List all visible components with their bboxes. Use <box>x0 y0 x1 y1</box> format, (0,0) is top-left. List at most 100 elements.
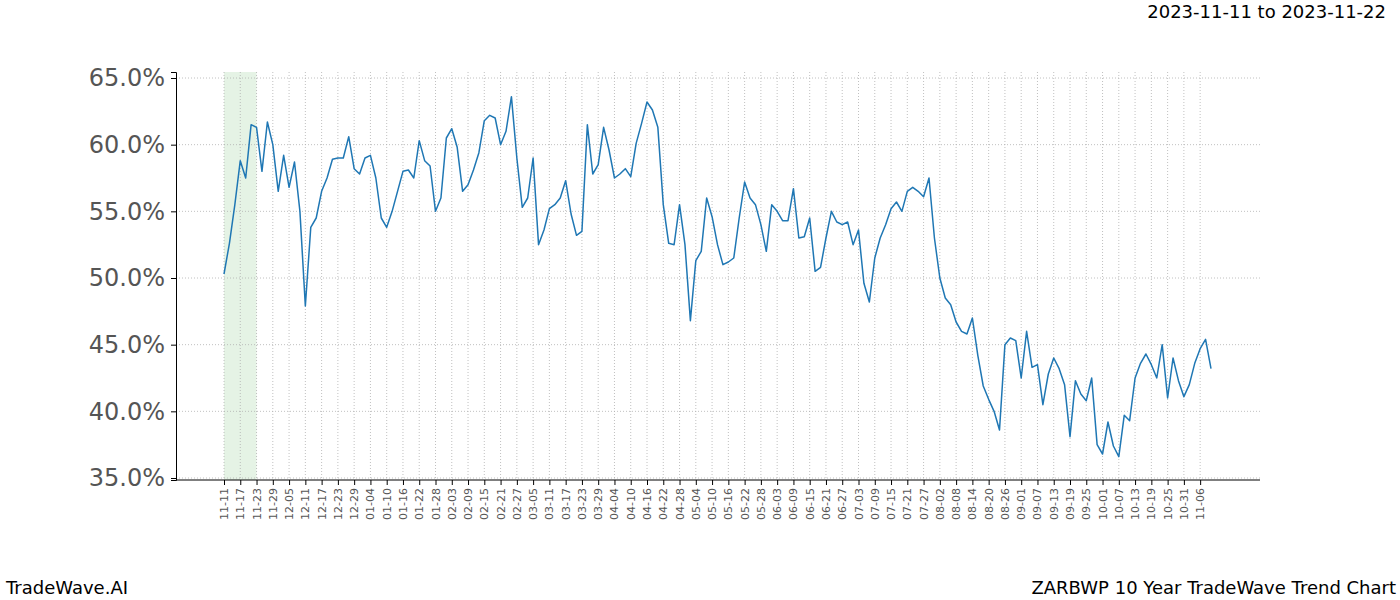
x-tick-mark <box>810 480 811 485</box>
y-tick-label: 55.0% <box>89 198 165 226</box>
x-tick: 06-27 <box>836 480 849 520</box>
grid-line-x <box>533 72 534 480</box>
x-tick: 02-09 <box>462 480 475 520</box>
grid-line-x <box>614 72 615 480</box>
x-tick-mark <box>891 480 892 485</box>
grid-line-x <box>695 72 696 480</box>
grid-line-x <box>1021 72 1022 480</box>
x-tick-mark <box>1037 480 1038 485</box>
grid-line-y <box>176 144 1260 145</box>
x-tick: 11-29 <box>267 480 280 520</box>
grid-line-x <box>647 72 648 480</box>
x-tick-mark <box>338 480 339 485</box>
x-tick-label: 12-29 <box>348 488 361 520</box>
x-tick-mark <box>501 480 502 485</box>
grid-line-x <box>712 72 713 480</box>
x-tick-mark <box>436 480 437 485</box>
x-tick-label: 11-29 <box>267 488 280 520</box>
x-tick: 03-29 <box>592 480 605 520</box>
x-tick-mark <box>549 480 550 485</box>
grid-line-x <box>777 72 778 480</box>
x-tick-mark <box>403 480 404 485</box>
x-tick-label: 04-04 <box>608 488 621 520</box>
grid-line-x <box>1037 72 1038 480</box>
x-tick: 07-03 <box>853 480 866 520</box>
grid-line-x <box>224 72 225 480</box>
x-tick-mark <box>777 480 778 485</box>
x-tick-label: 08-20 <box>983 488 996 520</box>
y-tick-label: 65.0% <box>89 64 165 92</box>
x-tick-label: 06-09 <box>787 488 800 520</box>
x-tick-label: 05-28 <box>755 488 768 520</box>
x-tick-label: 05-04 <box>690 488 703 520</box>
x-tick: 04-10 <box>625 480 638 520</box>
grid-line-x <box>272 72 273 480</box>
x-tick-label: 02-15 <box>478 488 491 520</box>
x-tick: 12-05 <box>283 480 296 520</box>
grid-line-x <box>874 72 875 480</box>
grid-line-x <box>988 72 989 480</box>
x-tick: 11-23 <box>251 480 264 520</box>
x-tick: 10-13 <box>1129 480 1142 520</box>
x-tick-mark <box>761 480 762 485</box>
x-tick-label: 12-05 <box>283 488 296 520</box>
x-tick-mark <box>566 480 567 485</box>
x-tick: 06-21 <box>820 480 833 520</box>
x-tick-mark <box>533 480 534 485</box>
x-tick-mark <box>875 480 876 485</box>
grid-line-x <box>565 72 566 480</box>
x-tick: 09-25 <box>1080 480 1093 520</box>
x-tick: 01-22 <box>413 480 426 520</box>
x-tick-label: 07-09 <box>869 488 882 520</box>
y-tick-label: 50.0% <box>89 264 165 292</box>
x-tick-mark <box>907 480 908 485</box>
grid-line-x <box>679 72 680 480</box>
x-tick-label: 07-27 <box>918 488 931 520</box>
x-tick-mark <box>826 480 827 485</box>
grid-line-x <box>663 72 664 480</box>
x-tick-label: 01-28 <box>430 488 443 520</box>
x-tick: 02-21 <box>495 480 508 520</box>
x-tick-label: 04-16 <box>641 488 654 520</box>
x-tick-mark <box>1070 480 1071 485</box>
x-tick: 12-17 <box>316 480 329 520</box>
x-tick: 03-23 <box>576 480 589 520</box>
x-tick: 02-15 <box>478 480 491 520</box>
grid-line-x <box>972 72 973 480</box>
grid-line-x <box>1183 72 1184 480</box>
x-tick: 11-06 <box>1194 480 1207 520</box>
x-tick-label: 06-15 <box>804 488 817 520</box>
grid <box>176 72 1260 480</box>
x-tick-label: 06-03 <box>771 488 784 520</box>
x-tick-label: 05-22 <box>739 488 752 520</box>
chart: 35.0%40.0%45.0%50.0%55.0%60.0%65.0%11-11… <box>0 0 1400 600</box>
x-tick: 06-03 <box>771 480 784 520</box>
x-tick-mark <box>305 480 306 485</box>
x-tick-label: 10-07 <box>1113 488 1126 520</box>
x-tick: 05-16 <box>722 480 735 520</box>
grid-line-x <box>744 72 745 480</box>
x-tick-label: 11-11 <box>218 488 231 520</box>
x-tick: 03-17 <box>560 480 573 520</box>
grid-line-x <box>809 72 810 480</box>
x-tick: 05-04 <box>690 480 703 520</box>
grid-line-x <box>842 72 843 480</box>
annotation: TradeWave.AI <box>5 577 128 598</box>
highlight-band <box>224 72 257 480</box>
x-tick: 06-09 <box>787 480 800 520</box>
x-tick: 02-03 <box>446 480 459 520</box>
x-tick: 10-31 <box>1178 480 1191 520</box>
x-tick-mark <box>793 480 794 485</box>
grid-line-x <box>858 72 859 480</box>
x-tick-label: 06-21 <box>820 488 833 520</box>
x-tick: 07-27 <box>918 480 931 520</box>
x-tick-mark <box>631 480 632 485</box>
x-tick-mark <box>663 480 664 485</box>
y-tick: 55.0% <box>89 198 176 226</box>
grid-line-x <box>728 72 729 480</box>
x-tick-label: 04-22 <box>657 488 670 520</box>
grid-line-x <box>468 72 469 480</box>
grid-line-x <box>419 72 420 480</box>
y-tick-label: 40.0% <box>89 398 165 426</box>
y-tick-mark <box>171 211 176 212</box>
